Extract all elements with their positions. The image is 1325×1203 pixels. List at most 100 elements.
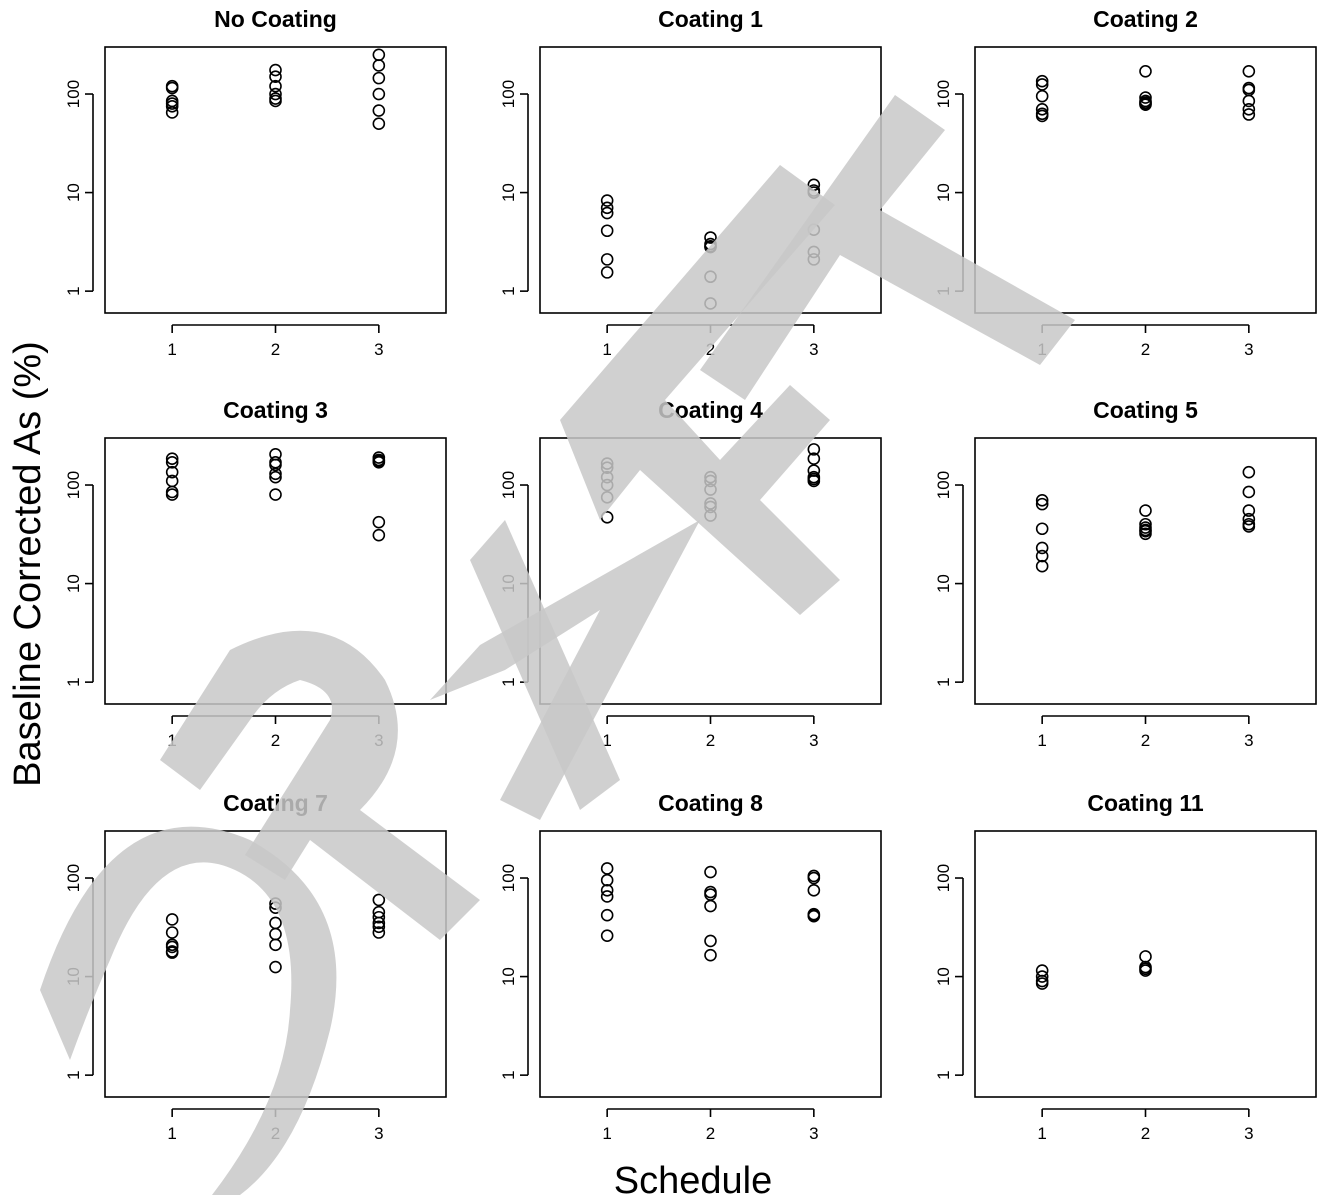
y-tick-label: 100 bbox=[934, 80, 953, 108]
data-point bbox=[1139, 517, 1152, 531]
y-tick-label: 10 bbox=[499, 183, 518, 202]
panel-title: Coating 5 bbox=[1093, 397, 1198, 423]
x-tick-label: 2 bbox=[706, 340, 715, 359]
data-point bbox=[1035, 977, 1049, 990]
data-point bbox=[269, 916, 282, 930]
data-point bbox=[1035, 522, 1049, 536]
panel-9: Coating 11 1 2 3 1 10 100 bbox=[934, 790, 1317, 1143]
data-point bbox=[1035, 89, 1049, 103]
data-point bbox=[372, 117, 386, 130]
data-point bbox=[807, 443, 821, 456]
data-point bbox=[1242, 65, 1256, 78]
data-point bbox=[1242, 102, 1256, 116]
plot-frame bbox=[539, 437, 882, 705]
watermark-letter-2 bbox=[160, 630, 480, 940]
data-point bbox=[807, 452, 821, 465]
y-tick-label: 100 bbox=[934, 864, 953, 892]
panel-8: Coating 8 1 2 3 1 10 100 bbox=[499, 790, 882, 1143]
data-point bbox=[704, 934, 717, 948]
data-point bbox=[600, 194, 614, 207]
data-point bbox=[600, 884, 614, 897]
data-point bbox=[600, 873, 614, 887]
data-point bbox=[372, 71, 386, 85]
data-point bbox=[165, 946, 179, 959]
x-tick-label: 3 bbox=[809, 340, 818, 359]
data-point bbox=[1139, 964, 1152, 977]
data-point bbox=[600, 908, 614, 922]
data-point bbox=[1242, 504, 1256, 517]
watermark-letter-3 bbox=[430, 520, 700, 820]
data-point bbox=[600, 224, 614, 238]
data-point bbox=[372, 920, 386, 934]
y-tick-label: 100 bbox=[64, 80, 83, 108]
data-point bbox=[600, 201, 614, 215]
data-point bbox=[1242, 485, 1256, 499]
data-point bbox=[1242, 520, 1256, 533]
x-tick-label: 1 bbox=[602, 340, 611, 359]
data-point bbox=[165, 452, 179, 465]
data-point bbox=[269, 960, 282, 974]
data-point bbox=[269, 63, 282, 77]
y-axis-title: Baseline Corrected As (%) bbox=[7, 341, 49, 787]
panel-title: Coating 8 bbox=[658, 790, 763, 816]
draft-watermark bbox=[40, 95, 1075, 1195]
data-point bbox=[1035, 541, 1049, 555]
y-tick-label: 1 bbox=[934, 677, 953, 686]
x-tick-label: 3 bbox=[1244, 1124, 1253, 1143]
panel-title: Coating 1 bbox=[658, 6, 763, 32]
data-point bbox=[1242, 512, 1256, 526]
data-point bbox=[269, 87, 282, 101]
data-point bbox=[1242, 465, 1256, 479]
y-tick-label: 10 bbox=[934, 967, 953, 986]
panel-title: Coating 11 bbox=[1087, 790, 1204, 816]
x-tick-label: 2 bbox=[271, 340, 280, 359]
x-tick-label: 3 bbox=[1244, 731, 1253, 750]
data-point bbox=[165, 456, 179, 469]
data-point bbox=[1139, 527, 1152, 541]
x-tick-label: 1 bbox=[1037, 731, 1046, 750]
panel-6: Coating 5 1 2 3 1 10 100 bbox=[934, 397, 1317, 750]
x-tick-label: 1 bbox=[602, 1124, 611, 1143]
y-tick-label: 10 bbox=[934, 183, 953, 202]
data-point bbox=[165, 106, 179, 119]
x-tick-label: 3 bbox=[374, 1124, 383, 1143]
y-tick-label: 10 bbox=[64, 574, 83, 593]
data-point bbox=[807, 474, 821, 488]
data-point bbox=[600, 890, 614, 903]
plot-frame bbox=[974, 437, 1317, 705]
data-point bbox=[1139, 950, 1152, 963]
data-point bbox=[269, 467, 282, 481]
y-tick-label: 1 bbox=[499, 1070, 518, 1079]
data-point bbox=[704, 231, 717, 244]
data-point bbox=[269, 488, 282, 501]
data-point bbox=[372, 104, 386, 117]
y-tick-label: 100 bbox=[64, 471, 83, 499]
plot-frame bbox=[974, 830, 1317, 1098]
x-tick-label: 2 bbox=[1141, 340, 1150, 359]
data-point bbox=[372, 59, 386, 72]
panel-title: No Coating bbox=[214, 6, 337, 32]
y-tick-label: 1 bbox=[64, 677, 83, 686]
y-tick-label: 10 bbox=[934, 574, 953, 593]
x-tick-label: 1 bbox=[167, 731, 176, 750]
y-tick-label: 1 bbox=[499, 677, 518, 686]
y-tick-label: 1 bbox=[64, 286, 83, 295]
watermark-letter-6 bbox=[700, 95, 1075, 400]
data-point bbox=[165, 940, 179, 954]
data-point bbox=[807, 884, 821, 897]
x-tick-label: 3 bbox=[374, 340, 383, 359]
data-point bbox=[704, 865, 717, 879]
x-tick-label: 2 bbox=[271, 731, 280, 750]
x-tick-label: 3 bbox=[809, 731, 818, 750]
data-point bbox=[165, 913, 179, 926]
data-point bbox=[1035, 970, 1049, 983]
data-point bbox=[372, 528, 386, 542]
x-tick-label: 1 bbox=[167, 340, 176, 359]
data-point bbox=[600, 253, 614, 266]
data-point bbox=[1035, 493, 1049, 507]
data-point bbox=[165, 485, 179, 499]
y-tick-label: 100 bbox=[934, 471, 953, 499]
plot-frame bbox=[104, 437, 447, 705]
panel-4: Coating 3123110100 bbox=[64, 397, 447, 750]
